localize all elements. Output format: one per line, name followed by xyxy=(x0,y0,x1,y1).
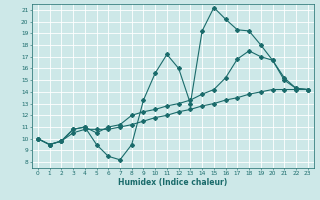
X-axis label: Humidex (Indice chaleur): Humidex (Indice chaleur) xyxy=(118,178,228,187)
